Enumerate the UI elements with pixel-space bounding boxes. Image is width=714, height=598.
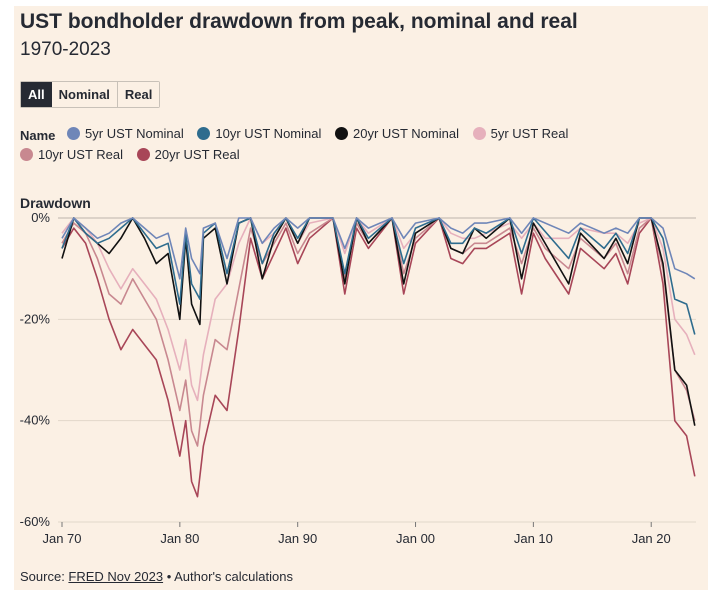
legend-label: 10yr UST Real [38,147,124,162]
y-tick-label: -40% [20,413,51,428]
legend-label: 5yr UST Nominal [85,126,184,141]
x-tick-label: Jan 10 [514,531,553,546]
legend-swatch [67,127,81,140]
legend-label: 20yr UST Nominal [353,126,459,141]
legend-swatch [197,127,211,140]
chart-title: UST bondholder drawdown from peak, nomin… [20,10,578,33]
series-line-5yr-ust-real [61,217,696,402]
toggle-nominal-button[interactable]: Nominal [51,82,117,107]
y-axis-title: Drawdown [20,195,91,211]
legend-item-10yr-real[interactable]: 10yr UST Real [20,145,123,164]
x-tick-label: Jan 80 [160,531,199,546]
legend-item-20yr-real[interactable]: 20yr UST Real [136,145,240,164]
legend-label: 5yr UST Real [490,126,569,141]
chart-subtitle: 1970-2023 [20,39,111,60]
legend-swatch [20,148,33,161]
legend-item-5yr-real[interactable]: 5yr UST Real [472,124,569,143]
legend-swatch [472,127,486,140]
toggle-all-button[interactable]: All [21,82,52,107]
legend: Name 5yr UST Nominal 10yr UST Nominal 20… [20,124,690,166]
source-prefix: Source: [20,569,69,584]
series-line-5yr-ust-nominal [61,217,696,280]
x-tick-label: Jan 00 [396,531,435,546]
legend-label: 20yr UST Real [154,147,240,162]
legend-label: 10yr UST Nominal [215,126,322,141]
legend-swatch [335,127,348,140]
legend-swatch [136,148,150,161]
toggle-real-button[interactable]: Real [116,82,160,107]
x-tick-label: Jan 90 [278,531,317,546]
source-link[interactable]: FRED Nov 2023 [68,569,164,584]
source-note: Source: FRED Nov 2023 • Author's calcula… [20,569,293,584]
legend-item-5yr-nominal[interactable]: 5yr UST Nominal [67,124,184,143]
legend-item-20yr-nominal[interactable]: 20yr UST Nominal [335,124,459,143]
y-tick-label: -60% [20,514,51,529]
x-tick-label: Jan 70 [42,531,81,546]
series-line-20yr-ust-real [61,217,696,498]
series-line-20yr-ust-nominal [61,217,696,426]
source-suffix: • Author's calculations [163,569,293,584]
y-tick-label: 0% [31,210,50,225]
x-tick-label: Jan 20 [632,531,671,546]
legend-title: Name [20,128,56,143]
series-line-10yr-ust-nominal [61,217,696,335]
chart-card: UST bondholder drawdown from peak, nomin… [14,6,708,590]
series-filter-toggle: All Nominal Real [20,81,161,108]
y-tick-label: -20% [20,311,51,326]
legend-item-10yr-nominal[interactable]: 10yr UST Nominal [197,124,321,143]
series-line-10yr-ust-real [61,217,696,447]
